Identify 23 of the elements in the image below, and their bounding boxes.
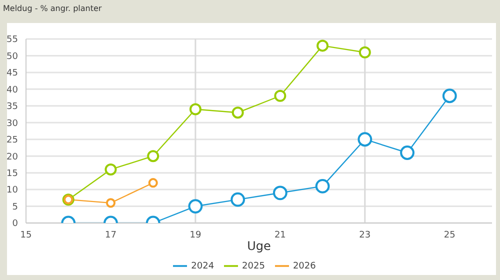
legend-label: 2025 bbox=[242, 261, 265, 272]
y-tick-label: 0 bbox=[12, 219, 18, 230]
y-tick-label: 10 bbox=[6, 186, 18, 196]
y-tick-label: 55 bbox=[6, 35, 18, 46]
x-axis-title: Uge bbox=[247, 239, 271, 253]
x-tick-label: 19 bbox=[190, 230, 202, 240]
y-tick-label: 50 bbox=[6, 52, 18, 62]
y-tick-label: 40 bbox=[6, 85, 18, 96]
x-tick-label: 17 bbox=[105, 230, 116, 240]
legend-label: 2024 bbox=[191, 261, 214, 272]
y-tick-label: 25 bbox=[6, 136, 18, 146]
y-tick-label: 15 bbox=[6, 169, 18, 180]
x-tick-label: 15 bbox=[20, 230, 32, 240]
chart-title: Meldug - % angr. planter bbox=[3, 4, 102, 13]
x-tick-label: 25 bbox=[444, 230, 456, 240]
legend-label: 2026 bbox=[292, 261, 316, 272]
y-tick-label: 5 bbox=[12, 202, 18, 212]
y-tick-label: 30 bbox=[6, 118, 18, 129]
x-tick-label: 23 bbox=[359, 230, 371, 240]
x-tick-label: 21 bbox=[274, 230, 286, 240]
y-tick-label: 20 bbox=[6, 152, 18, 162]
y-tick-label: 45 bbox=[6, 68, 18, 79]
y-tick-label: 35 bbox=[6, 102, 18, 112]
